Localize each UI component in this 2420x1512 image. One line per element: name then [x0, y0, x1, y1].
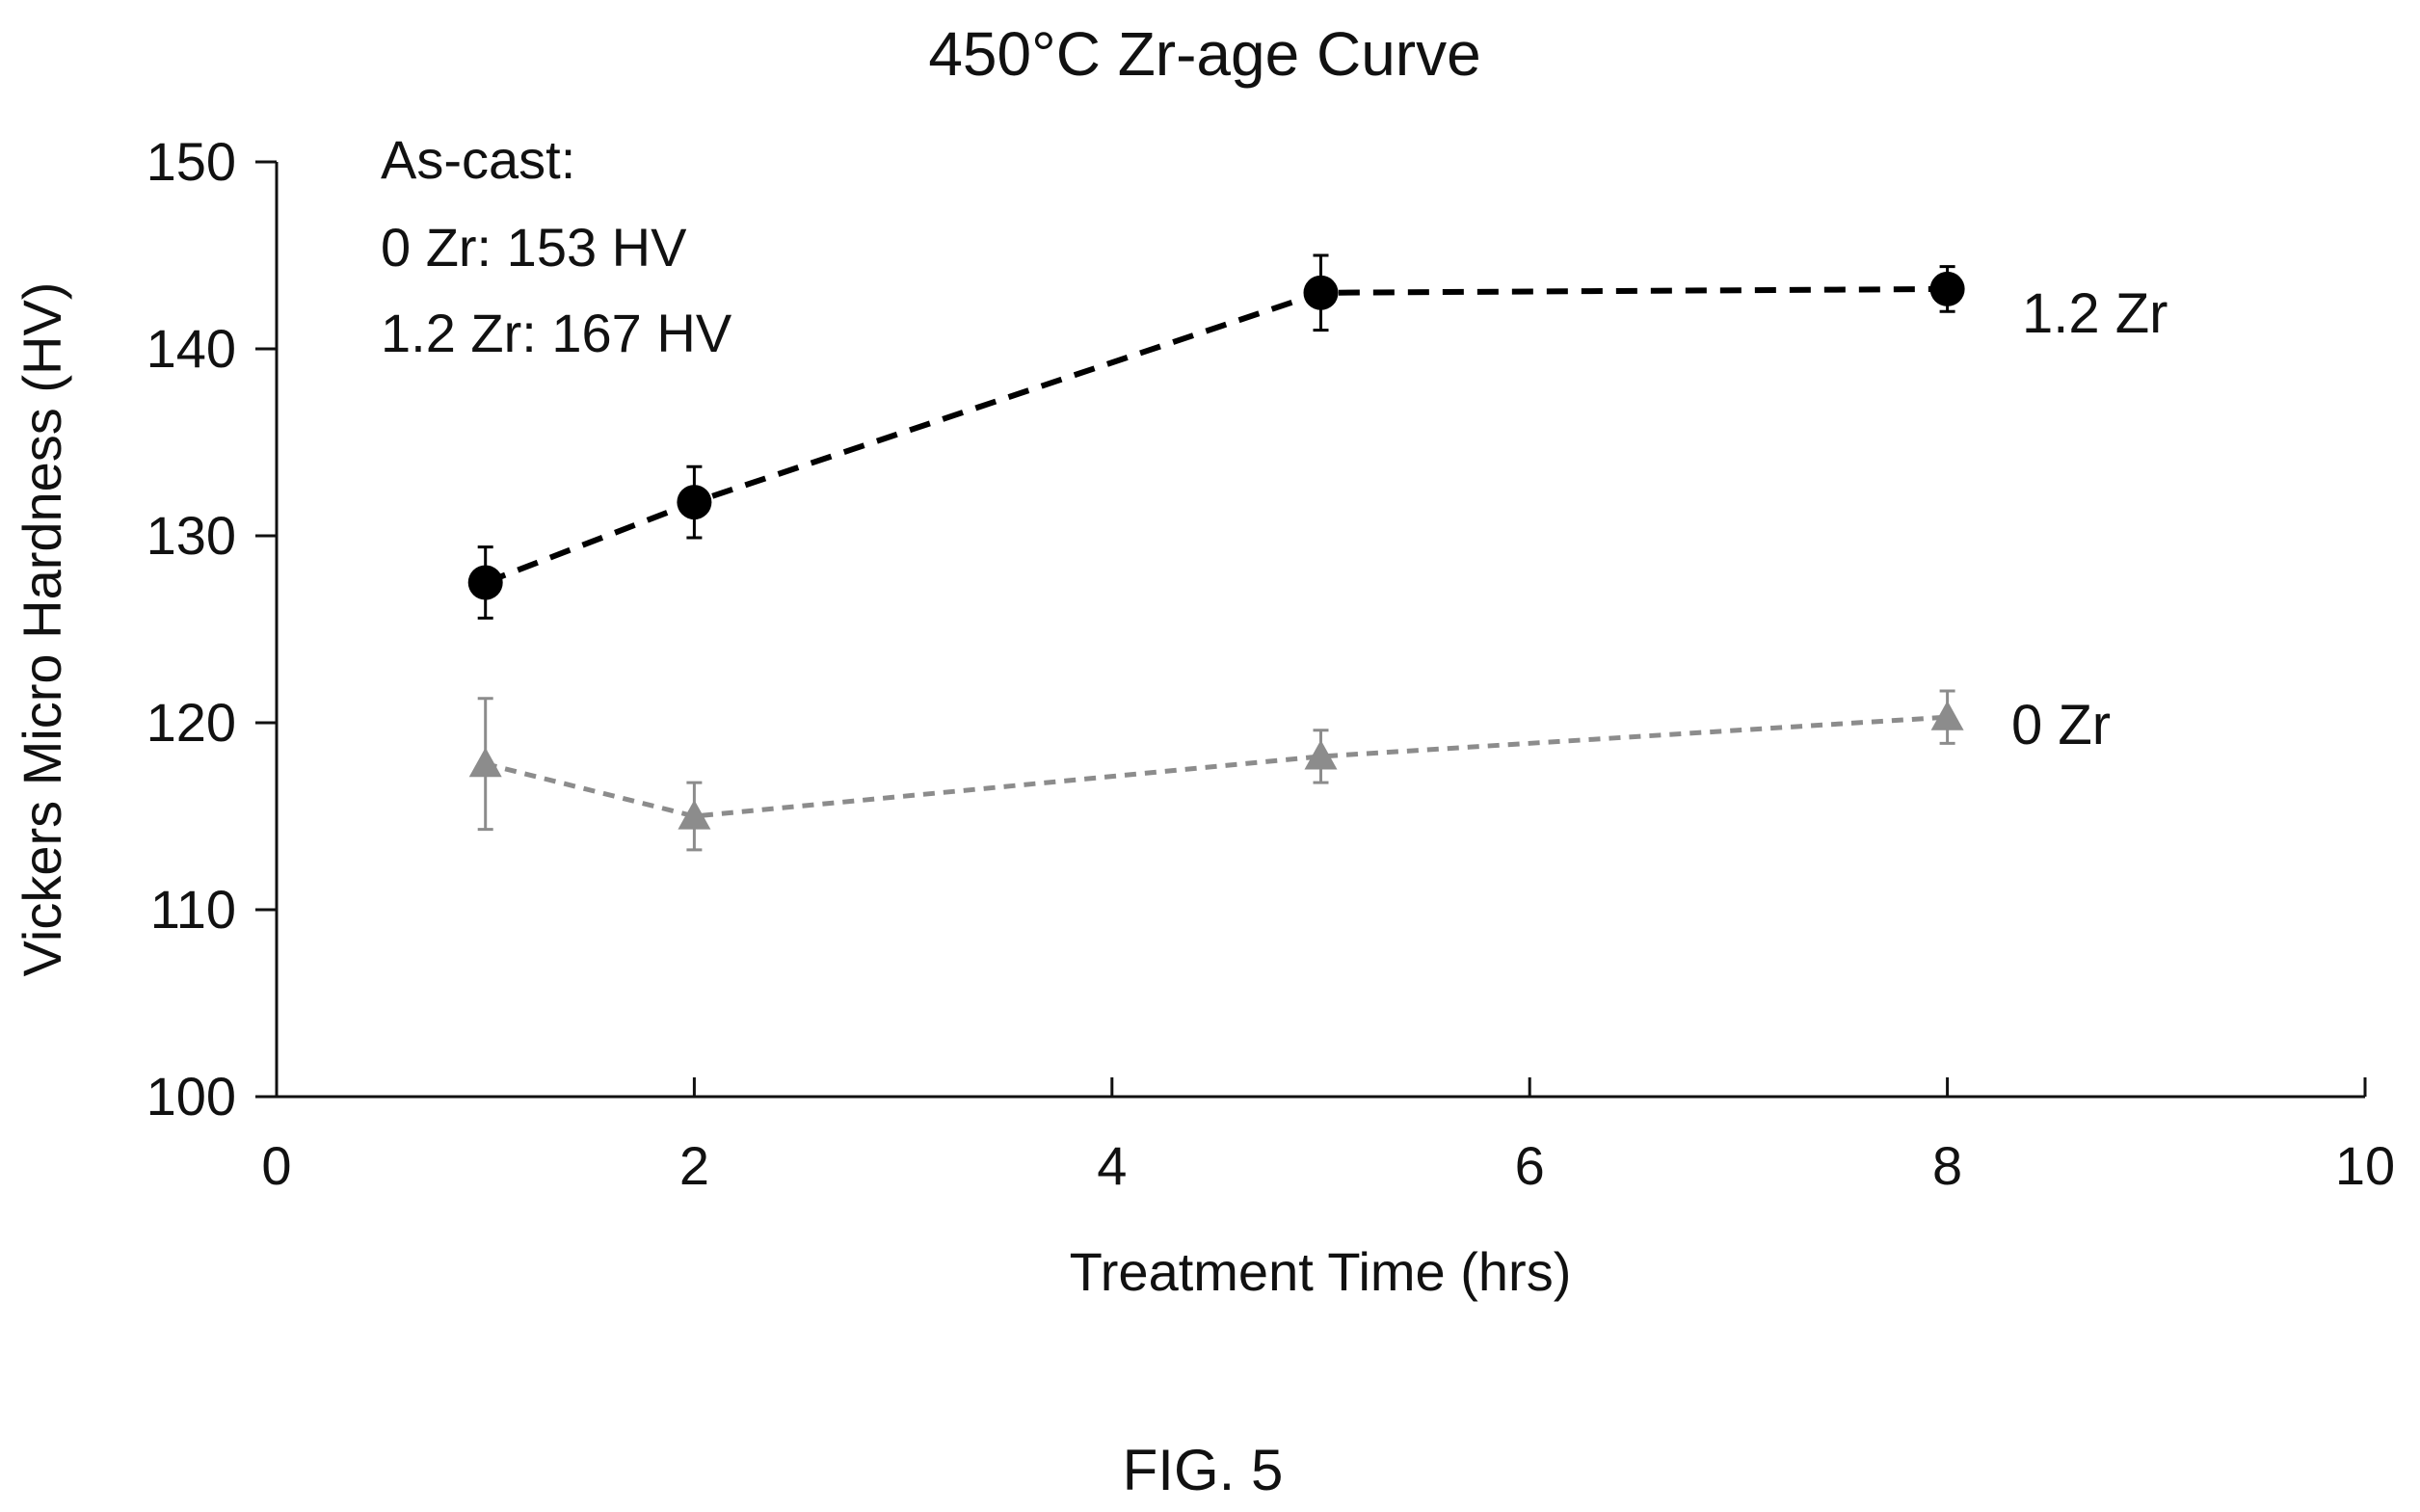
data-point-1-2-zr	[467, 565, 503, 600]
y-tick-label: 100	[146, 1066, 236, 1127]
data-point-0-zr	[468, 747, 502, 778]
data-point-0-zr	[678, 800, 711, 830]
series-0-zr	[468, 689, 1964, 852]
series-line-0-zr	[485, 714, 1948, 819]
series-label-0-zr: 0 Zr	[2011, 694, 2111, 756]
x-axis-ticks: 0 2 4 6 8 10	[261, 1077, 2395, 1196]
x-tick-label: 2	[679, 1135, 709, 1196]
data-point-0-zr	[1304, 739, 1338, 770]
y-tick-label: 120	[146, 692, 236, 753]
y-axis-ticks: 100 110 120 130 140 150	[146, 131, 277, 1127]
as-cast-1-2zr-value: 1.2 Zr: 167 HV	[381, 303, 732, 363]
x-axis-title: Treatment Time (hrs)	[1070, 1241, 1572, 1302]
as-cast-heading: As-cast:	[381, 129, 575, 190]
x-tick-label: 6	[1515, 1135, 1545, 1196]
data-point-1-2-zr	[1929, 271, 1965, 306]
series-label-1-2-zr: 1.2 Zr	[2022, 282, 2168, 345]
chart-title: 450°C Zr-age Curve	[928, 19, 1480, 89]
x-tick-label: 0	[261, 1135, 291, 1196]
y-tick-label: 130	[146, 505, 236, 566]
x-tick-label: 8	[1932, 1135, 1962, 1196]
as-cast-0zr-value: 0 Zr: 153 HV	[381, 217, 687, 278]
y-tick-label: 140	[146, 318, 236, 379]
y-axis-title: Vickers Micro Hardness (HV)	[12, 282, 72, 977]
series-line-1-2-zr	[484, 285, 1948, 586]
data-point-1-2-zr	[677, 485, 712, 520]
data-point-0-zr	[1930, 701, 1964, 730]
x-tick-label: 4	[1097, 1135, 1127, 1196]
y-tick-label: 150	[146, 131, 236, 192]
y-tick-label: 110	[150, 879, 236, 940]
x-tick-label: 10	[2335, 1135, 2395, 1196]
series-1-2-zr	[467, 253, 1965, 620]
data-point-1-2-zr	[1303, 275, 1339, 310]
figure-label: FIG. 5	[1123, 1438, 1284, 1502]
